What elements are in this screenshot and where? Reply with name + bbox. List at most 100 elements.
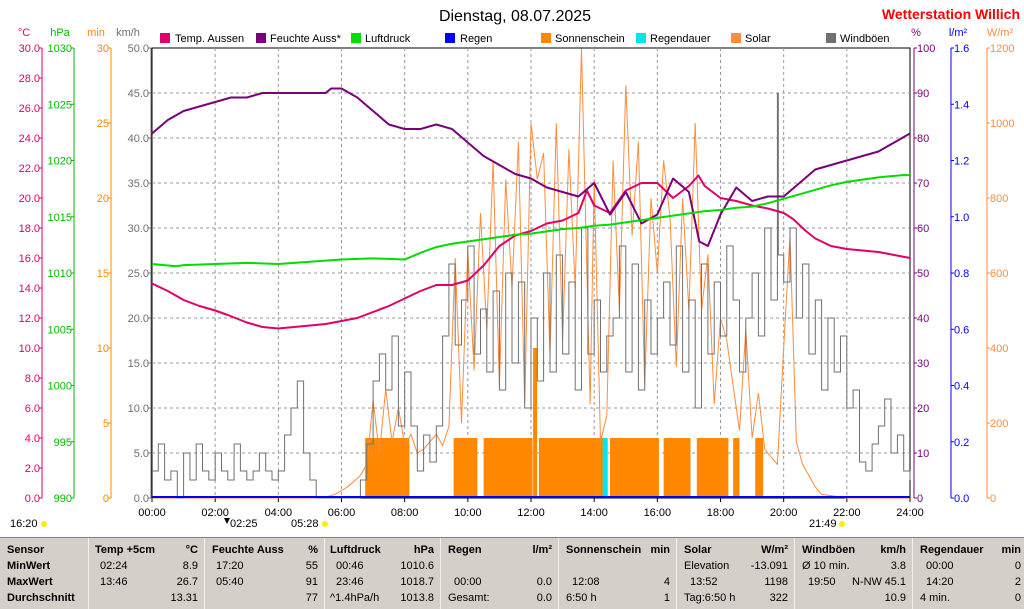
sunshine-bar [733,438,740,498]
stats-col-rain: Regen l/m² 00:00 0.0 Gesamt: 0.0 [440,538,559,609]
y-tick-label-press: 1015 [48,212,72,224]
rain-max: 0.0 [536,576,552,588]
y-tick-label-temp: 16.0 [19,253,40,265]
solar-day: Tag:6:50 h [684,592,736,604]
y-tick-label-sunmin: 20 [97,193,109,205]
stats-label-min: MinWert [7,560,51,572]
y-tick-label-temp: 18.0 [19,223,40,235]
y-tick-label-hum: 40 [917,313,929,325]
y-tick-label-hum: 20 [917,403,929,415]
press-max: 1018.7 [400,576,434,588]
y-tick-label-sunmin: 15 [97,268,109,280]
hum-min-time: 17:20 [216,560,244,572]
raindur-min-time: 00:00 [926,560,954,572]
stats-col-labels: Sensor MinWert MaxWert Durchschnitt [0,538,89,609]
y-tick-label-wind: 0.0 [134,493,149,505]
unit-press: hPa [50,27,70,39]
wind-avg: 10.9 [884,592,906,604]
y-tick-label-temp: 2.0 [25,463,40,475]
hum-max-time: 05:40 [216,576,244,588]
raindur-sum-val: 0 [1014,592,1021,604]
sunshine-bar [483,438,533,498]
marker-sunset-dot [839,521,845,527]
y-tick-label-hum: 100 [917,43,935,55]
y-tick-label-rain: 0.2 [954,437,969,449]
series-line-press [151,174,910,268]
press-unit: hPa [413,544,434,556]
wind-series [152,92,911,499]
y-tick-label-wind: 15.0 [128,358,149,370]
temp-min-time: 02:24 [100,560,128,572]
y-tick-label-solar: 400 [990,343,1008,355]
y-tick-label-temp: 12.0 [19,313,40,325]
raindur-bars [602,438,608,498]
y-tick-label-press: 1010 [48,268,72,280]
y-tick-label-rain: 1.0 [954,212,969,224]
y-tick-label-sunmin: 25 [97,118,109,130]
rain-unit: l/m² [532,544,552,556]
x-tick-label: 00:00 [138,507,166,519]
marker-left-time: 16:20 [10,518,38,530]
y-tick-label-wind: 30.0 [128,223,149,235]
wind-max: 45.1 [884,576,906,588]
legend-swatch-press [351,33,361,43]
raindur-sum: 4 min. [920,592,950,604]
sunshine-bar [365,438,410,498]
wind-unit: km/h [880,544,906,556]
y-tick-label-press: 990 [54,493,72,505]
temp-min: 8.9 [182,560,198,572]
sunshine-bar [453,438,478,498]
hum-min: 55 [305,560,318,572]
solar-title: Solar [684,544,712,556]
y-tick-label-solar: 1000 [990,118,1014,130]
sun-count: 1 [663,592,670,604]
weather-chart: Dienstag, 08.07.2025 Wetterstation Willi… [10,6,1020,530]
solar-elev-label: Elevation [684,560,730,572]
statistics-panel: Sensor MinWert MaxWert Durchschnitt Temp… [0,537,1024,609]
y-tick-label-temp: 8.0 [25,373,40,385]
y-tick-label-rain: 1.4 [954,99,969,111]
y-tick-label-hum: 60 [917,223,929,235]
marker-sunset: 21:49 [809,518,837,530]
unit-wind: km/h [116,27,140,39]
series-line-temp [151,174,911,330]
x-tick-label: 22:00 [833,507,861,519]
y-tick-label-hum: 70 [917,178,929,190]
y-tick-label-wind: 25.0 [128,268,149,280]
legend-swatch-solar [731,33,741,43]
rain-title: Regen [448,544,482,556]
y-tick-label-wind: 50.0 [128,43,149,55]
chart-legend: Temp. Aussen Feuchte Auss* Luftdruck Reg… [160,33,890,45]
y-tick-label-wind: 10.0 [128,403,149,415]
legend-label-hum: Feuchte Auss* [270,33,342,45]
x-tick-label: 14:00 [580,507,608,519]
legend-label-solar: Solar [745,33,771,45]
axes: 00:00 02:00 04:00 06:00 08:00 10:00 12:00 14:00… [19,43,1015,519]
y-tick-label-wind: 20.0 [128,313,149,325]
hum-unit: % [308,544,318,556]
y-tick-label-hum: 10 [917,448,929,460]
stats-col-press: Luftdruck hPa 00:46 1010.6 23:46 1018.7 … [324,538,441,609]
legend-swatch-hum [256,33,266,43]
y-tick-label-press: 1030 [48,43,72,55]
y-tick-label-temp: 28.0 [19,73,40,85]
rain-max-time: 00:00 [454,576,482,588]
stats-label-avg: Durchschnitt [7,592,75,604]
raindur-min: 0 [1014,560,1021,572]
y-tick-label-wind: 35.0 [128,178,149,190]
line-series [151,87,911,330]
wind-avg10: 3.8 [890,560,906,572]
y-tick-label-solar: 800 [990,193,1008,205]
press-min-time: 00:46 [336,560,364,572]
wind-title: Windböen [802,544,856,556]
legend-label-raindur: Regendauer [650,33,711,45]
y-tick-label-hum: 0 [917,493,923,505]
y-tick-label-hum: 90 [917,88,929,100]
temp-max: 26.7 [176,576,198,588]
stats-col-wind: Windböen km/h Ø 10 min. 3.8 19:50 N-NW 4… [794,538,913,609]
rain-total: 0.0 [536,592,552,604]
solar-elev: -13.091 [750,560,788,572]
marker-sunrise-dot [322,521,328,527]
rain-total-label: Gesamt: [448,592,490,604]
y-tick-label-press: 995 [54,437,72,449]
